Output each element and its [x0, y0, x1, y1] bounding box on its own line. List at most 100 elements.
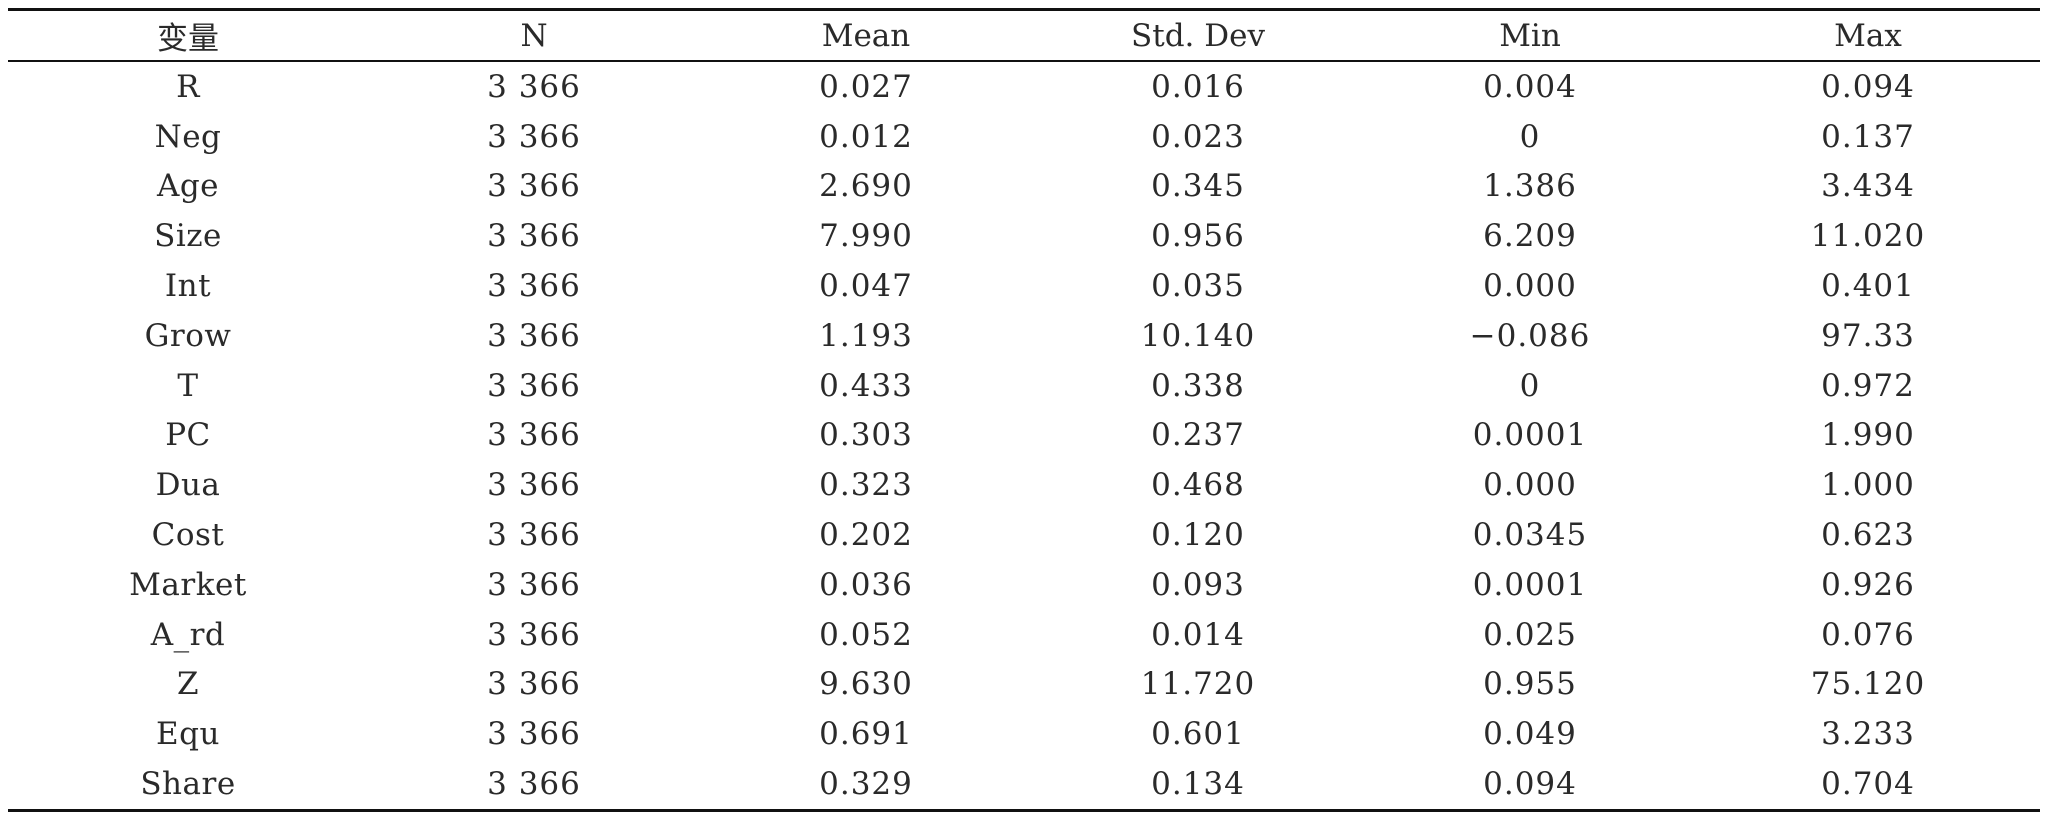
table-row: T 3 366 0.433 0.338 0 0.972 — [8, 361, 2040, 411]
cell-mean: 9.630 — [819, 666, 913, 703]
cell-std-dev: 0.035 — [1151, 268, 1245, 305]
cell-variable: Dua — [155, 467, 221, 504]
cell-mean: 0.303 — [819, 417, 913, 454]
cell-max: 0.094 — [1821, 68, 1915, 105]
cell-std-dev: 11.720 — [1140, 666, 1256, 703]
cell-variable: Grow — [144, 317, 232, 354]
cell-max: 97.33 — [1821, 317, 1915, 354]
cell-mean: 0.036 — [819, 566, 913, 603]
cell-max: 0.972 — [1821, 367, 1915, 404]
cell-mean: 0.047 — [819, 268, 913, 305]
cell-mean: 7.990 — [819, 218, 913, 255]
cell-std-dev: 0.023 — [1151, 118, 1245, 155]
cell-mean: 0.027 — [819, 68, 913, 105]
cell-variable: Size — [154, 218, 222, 255]
cell-n: 3 366 — [487, 118, 581, 155]
cell-std-dev: 0.120 — [1151, 517, 1245, 554]
cell-n: 3 366 — [487, 666, 581, 703]
cell-n: 3 366 — [487, 317, 581, 354]
cell-min: 0.094 — [1483, 766, 1577, 803]
cell-mean: 1.193 — [819, 317, 913, 354]
cell-min: 6.209 — [1483, 218, 1577, 255]
cell-mean: 0.691 — [819, 716, 913, 753]
cell-variable: Age — [156, 168, 220, 205]
cell-mean: 0.052 — [819, 616, 913, 653]
cell-min: 0.0001 — [1472, 417, 1588, 454]
cell-max: 0.137 — [1821, 118, 1915, 155]
cell-std-dev: 10.140 — [1140, 317, 1256, 354]
cell-std-dev: 0.601 — [1151, 716, 1245, 753]
header-variable: 变量 — [157, 21, 219, 57]
table-row: Dua 3 366 0.323 0.468 0.000 1.000 — [8, 460, 2040, 510]
header-std-dev: Std. Dev — [1131, 17, 1265, 54]
cell-std-dev: 0.338 — [1151, 367, 1245, 404]
cell-variable: Z — [176, 666, 200, 703]
cell-n: 3 366 — [487, 716, 581, 753]
header-mean: Mean — [821, 17, 911, 54]
cell-variable: Share — [140, 766, 236, 803]
cell-min: 0.955 — [1483, 666, 1577, 703]
table-row: Cost 3 366 0.202 0.120 0.0345 0.623 — [8, 510, 2040, 560]
cell-n: 3 366 — [487, 566, 581, 603]
cell-max: 0.401 — [1821, 268, 1915, 305]
cell-variable: R — [176, 68, 200, 105]
cell-mean: 0.012 — [819, 118, 913, 155]
cell-min: 0.004 — [1483, 68, 1577, 105]
cell-std-dev: 0.468 — [1151, 467, 1245, 504]
cell-max: 0.926 — [1821, 566, 1915, 603]
cell-std-dev: 0.237 — [1151, 417, 1245, 454]
header-row: 变量 N Mean Std. Dev Min Max — [8, 9, 2040, 61]
cell-min: 0.000 — [1483, 467, 1577, 504]
cell-max: 1.000 — [1821, 467, 1915, 504]
cell-min: −0.086 — [1469, 317, 1591, 354]
table-row: Equ 3 366 0.691 0.601 0.049 3.233 — [8, 709, 2040, 759]
cell-max: 3.434 — [1821, 168, 1915, 205]
table-row: Market 3 366 0.036 0.093 0.0001 0.926 — [8, 560, 2040, 610]
cell-mean: 2.690 — [819, 168, 913, 205]
cell-max: 11.020 — [1810, 218, 1926, 255]
table-row: A_rd 3 366 0.052 0.014 0.025 0.076 — [8, 610, 2040, 660]
table-row: Share 3 366 0.329 0.134 0.094 0.704 — [8, 759, 2040, 811]
cell-n: 3 366 — [487, 517, 581, 554]
cell-n: 3 366 — [487, 168, 581, 205]
cell-variable: T — [177, 367, 199, 404]
header-n: N — [520, 17, 548, 54]
cell-n: 3 366 — [487, 766, 581, 803]
cell-n: 3 366 — [487, 367, 581, 404]
cell-variable: A_rd — [150, 616, 226, 653]
table-row: R 3 366 0.027 0.016 0.004 0.094 — [8, 61, 2040, 112]
cell-variable: Cost — [151, 517, 225, 554]
cell-std-dev: 0.134 — [1151, 766, 1245, 803]
cell-std-dev: 0.345 — [1151, 168, 1245, 205]
cell-variable: Equ — [156, 716, 220, 753]
cell-min: 0 — [1519, 118, 1541, 155]
cell-n: 3 366 — [487, 467, 581, 504]
cell-n: 3 366 — [487, 268, 581, 305]
table-row: Neg 3 366 0.012 0.023 0 0.137 — [8, 112, 2040, 162]
cell-max: 0.704 — [1821, 766, 1915, 803]
cell-min: 0 — [1519, 367, 1541, 404]
header-min: Min — [1499, 17, 1561, 54]
cell-mean: 0.323 — [819, 467, 913, 504]
table-row: Age 3 366 2.690 0.345 1.386 3.434 — [8, 162, 2040, 212]
table-body: R 3 366 0.027 0.016 0.004 0.094 Neg 3 366 0.012 0… — [8, 61, 2040, 811]
cell-min: 0.000 — [1483, 268, 1577, 305]
cell-std-dev: 0.956 — [1151, 218, 1245, 255]
cell-min: 0.025 — [1483, 616, 1577, 653]
table-row: Z 3 366 9.630 11.720 0.955 75.120 — [8, 660, 2040, 710]
cell-n: 3 366 — [487, 68, 581, 105]
cell-std-dev: 0.016 — [1151, 68, 1245, 105]
table-row: Int 3 366 0.047 0.035 0.000 0.401 — [8, 261, 2040, 311]
cell-max: 1.990 — [1821, 417, 1915, 454]
table-row: Size 3 366 7.990 0.956 6.209 11.020 — [8, 211, 2040, 261]
cell-variable: PC — [165, 417, 211, 454]
cell-mean: 0.329 — [819, 766, 913, 803]
table-row: PC 3 366 0.303 0.237 0.0001 1.990 — [8, 411, 2040, 461]
cell-max: 0.623 — [1821, 517, 1915, 554]
statistics-table-container: 变量 N Mean Std. Dev Min Max R 3 366 0.027 0.… — [8, 8, 2040, 812]
cell-variable: Market — [129, 566, 247, 603]
cell-mean: 0.433 — [819, 367, 913, 404]
table-header: 变量 N Mean Std. Dev Min Max — [8, 9, 2040, 61]
cell-max: 0.076 — [1821, 616, 1915, 653]
cell-min: 0.049 — [1483, 716, 1577, 753]
